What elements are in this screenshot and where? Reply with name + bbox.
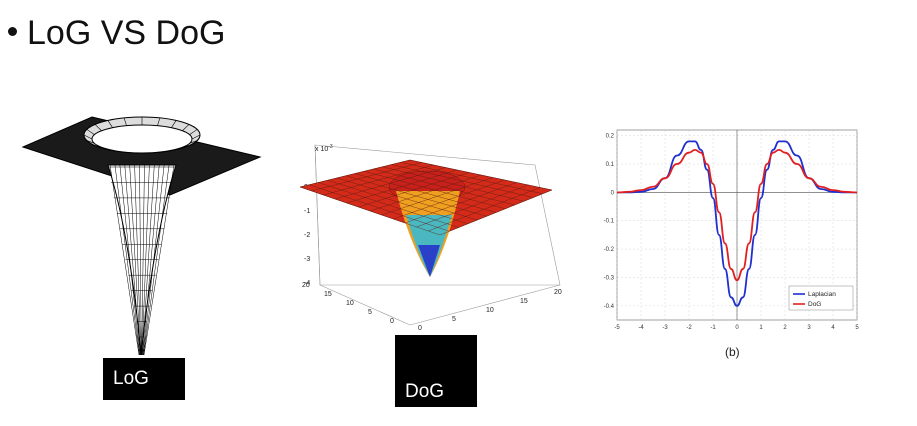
dog-y-tick: 0 — [418, 325, 422, 332]
dog-z-tick: -2 — [304, 232, 310, 239]
log-rim — [83, 116, 201, 154]
x-tick-label: -4 — [638, 325, 644, 331]
y-tick-label: -0.4 — [604, 304, 615, 310]
log-label: LoG — [103, 358, 185, 400]
log-surface-figure — [21, 116, 262, 356]
x-tick-label: 4 — [831, 325, 835, 331]
x-tick-label: 5 — [855, 325, 859, 331]
y-tick-label: 0.1 — [606, 162, 615, 168]
dog-surface — [299, 159, 553, 277]
dog-x-tick: 5 — [368, 309, 372, 316]
series-line-laplacian — [617, 140, 857, 307]
dog-y-tick: 10 — [486, 307, 494, 314]
slide-title-text: LoG VS DoG — [27, 14, 226, 52]
dog-y-tick: 20 — [554, 289, 562, 296]
x-tick-label: -2 — [686, 325, 692, 331]
x-tick-label: -5 — [614, 325, 620, 331]
x-tick-label: -1 — [710, 325, 716, 331]
dog-x-tick: 15 — [324, 291, 332, 298]
dog-z-tick: -4 — [304, 280, 310, 287]
slide-title: LoG VS DoG — [8, 14, 225, 53]
x-tick-label: 2 — [783, 325, 787, 331]
log-cone — [107, 164, 177, 356]
dog-label-text: DoG — [405, 381, 445, 402]
dog-label: DoG — [395, 335, 477, 407]
chart-legend — [788, 285, 854, 311]
bullet-icon — [8, 26, 17, 36]
x-tick-label: 0 — [735, 325, 739, 331]
laplacian-dog-chart: -5 -4 -3 -2 -1 0 1 2 3 4 5 0.2 0.1 0 -0.1 -0.2 -0.3 -0.4 L… — [604, 129, 859, 331]
log-label-text: LoG — [113, 368, 149, 389]
legend-label: DoG — [808, 301, 821, 308]
dog-y-tick: 5 — [452, 316, 456, 323]
dog-x-tick: 10 — [346, 300, 354, 307]
caption-b: (b) — [725, 345, 740, 359]
x-tick-label: -3 — [662, 325, 668, 331]
dog-x-tick: 20 — [302, 282, 310, 289]
series-line-dog — [616, 148, 858, 282]
x-tick-label: 1 — [759, 325, 763, 331]
dog-z-tick: -3 — [304, 256, 310, 263]
dog-x-tick: 0 — [390, 318, 394, 325]
dog-exponent: x 10-3 — [315, 144, 333, 153]
y-tick-label: 0.2 — [606, 134, 615, 140]
legend-label: Laplacian — [808, 291, 836, 298]
y-tick-label: -0.3 — [604, 275, 615, 281]
dog-z-tick: -1 — [304, 208, 310, 215]
dog-axes-box — [314, 144, 561, 326]
y-tick-label: -0.1 — [604, 219, 615, 225]
y-tick-label: 0 — [611, 190, 615, 196]
x-tick-label: 3 — [807, 325, 811, 331]
y-tick-label: -0.2 — [604, 247, 615, 253]
dog-y-tick: 15 — [520, 298, 528, 305]
